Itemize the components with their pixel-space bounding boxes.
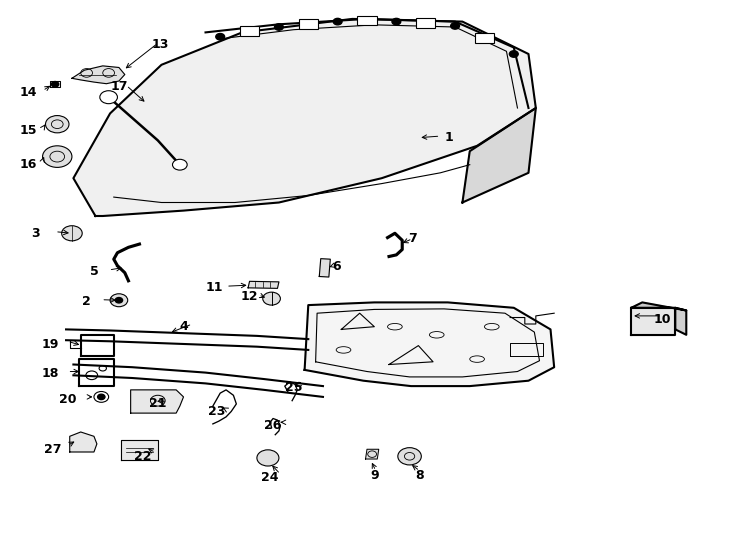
Polygon shape — [72, 66, 125, 84]
Text: 19: 19 — [41, 338, 59, 351]
Polygon shape — [121, 440, 158, 460]
Polygon shape — [319, 259, 330, 277]
Text: 26: 26 — [264, 419, 282, 432]
Text: 24: 24 — [261, 471, 279, 484]
Circle shape — [451, 23, 459, 29]
FancyBboxPatch shape — [416, 18, 435, 28]
Text: 20: 20 — [59, 393, 76, 406]
Circle shape — [98, 394, 105, 400]
Circle shape — [172, 159, 187, 170]
Text: 16: 16 — [19, 158, 37, 171]
Circle shape — [263, 292, 280, 305]
Circle shape — [275, 24, 283, 30]
Circle shape — [110, 294, 128, 307]
Circle shape — [46, 116, 69, 133]
Text: 1: 1 — [445, 131, 454, 144]
Polygon shape — [131, 390, 184, 413]
Polygon shape — [631, 308, 675, 335]
FancyBboxPatch shape — [357, 16, 377, 25]
Text: 7: 7 — [408, 232, 417, 245]
Circle shape — [115, 298, 123, 303]
Text: 23: 23 — [208, 405, 225, 418]
Polygon shape — [73, 19, 536, 216]
Polygon shape — [70, 432, 97, 452]
FancyBboxPatch shape — [299, 19, 318, 29]
Circle shape — [392, 18, 401, 25]
Circle shape — [363, 17, 371, 24]
Text: 15: 15 — [19, 124, 37, 137]
Text: 3: 3 — [31, 227, 40, 240]
Circle shape — [421, 20, 430, 26]
Text: 25: 25 — [285, 381, 302, 394]
Circle shape — [100, 91, 117, 104]
Text: 10: 10 — [653, 313, 671, 326]
Text: 5: 5 — [90, 265, 98, 278]
Text: 21: 21 — [149, 397, 167, 410]
Text: 14: 14 — [19, 86, 37, 99]
Text: 13: 13 — [151, 38, 169, 51]
Circle shape — [333, 18, 342, 25]
Text: 17: 17 — [110, 80, 128, 93]
Circle shape — [51, 82, 59, 87]
Text: 12: 12 — [241, 291, 258, 303]
Text: 22: 22 — [134, 450, 152, 463]
Text: 11: 11 — [206, 281, 223, 294]
Text: 2: 2 — [82, 295, 91, 308]
Circle shape — [43, 146, 72, 167]
Polygon shape — [366, 449, 379, 459]
Circle shape — [216, 33, 225, 40]
Text: 27: 27 — [44, 443, 62, 456]
FancyBboxPatch shape — [240, 26, 259, 36]
Circle shape — [304, 21, 313, 27]
Circle shape — [245, 28, 254, 35]
Polygon shape — [675, 308, 686, 335]
Circle shape — [509, 51, 518, 57]
Polygon shape — [462, 108, 536, 202]
Circle shape — [257, 450, 279, 466]
Text: 6: 6 — [332, 260, 341, 273]
Text: 8: 8 — [415, 469, 424, 482]
Circle shape — [398, 448, 421, 465]
Text: 9: 9 — [370, 469, 379, 482]
FancyBboxPatch shape — [475, 33, 494, 43]
Text: 18: 18 — [41, 367, 59, 380]
Text: 4: 4 — [179, 320, 188, 333]
Polygon shape — [631, 302, 686, 310]
Circle shape — [480, 35, 489, 41]
Polygon shape — [50, 81, 60, 87]
Circle shape — [62, 226, 82, 241]
Polygon shape — [305, 302, 554, 386]
Polygon shape — [248, 281, 279, 288]
